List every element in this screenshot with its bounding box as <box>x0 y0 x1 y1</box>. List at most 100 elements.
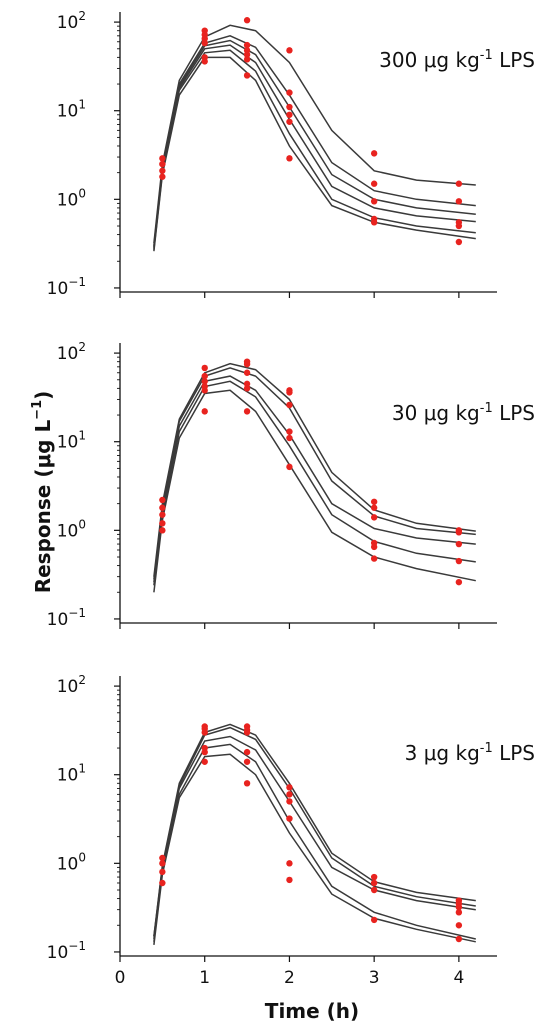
y-tick-exponent: 1 <box>78 762 86 776</box>
y-tick-exponent: −1 <box>68 606 86 620</box>
data-point <box>370 916 378 924</box>
data-point <box>455 222 463 230</box>
y-tick-base: 10 <box>57 13 79 33</box>
data-point <box>201 58 208 65</box>
model-curve <box>153 362 476 577</box>
annotation-text: 300 μg kg <box>379 48 480 72</box>
y-tick-exponent: 0 <box>78 186 86 200</box>
data-point <box>201 758 208 765</box>
data-point <box>286 784 293 791</box>
model-curve <box>153 375 476 583</box>
x-tick-label: 3 <box>369 968 380 988</box>
data-point <box>243 385 251 392</box>
y-tick-label: 100 <box>57 517 86 541</box>
y-tick-label: 102 <box>57 673 86 697</box>
data-point <box>243 72 251 79</box>
y-tick-label: 100 <box>57 186 86 210</box>
data-point <box>455 238 463 246</box>
y-tick-exponent: 2 <box>78 9 86 23</box>
y-tick-base: 10 <box>57 102 79 122</box>
data-point <box>201 387 208 394</box>
y-tick-exponent: 2 <box>78 340 86 354</box>
y-tick-label: 101 <box>57 762 86 786</box>
y-tick-base: 10 <box>57 854 79 874</box>
data-point <box>159 160 166 168</box>
annotation-exponent: -1 <box>480 48 493 63</box>
y-tick-label: 102 <box>57 9 86 33</box>
data-point <box>455 180 463 187</box>
y-tick-exponent: 1 <box>78 98 86 112</box>
data-point <box>286 428 293 435</box>
dose-annotation: 3 μg kg-1 LPS <box>405 741 535 765</box>
y-tick-exponent: 0 <box>78 517 86 531</box>
data-point <box>201 372 208 380</box>
data-point <box>201 39 208 47</box>
annotation-exponent: -1 <box>480 401 493 416</box>
y-tick-exponent: 1 <box>78 429 86 443</box>
data-point <box>243 780 251 787</box>
data-point <box>286 860 293 867</box>
annotation-exponent: -1 <box>480 741 493 756</box>
data-point <box>455 903 463 911</box>
data-point <box>455 529 463 536</box>
data-point <box>201 378 208 385</box>
model-curve <box>153 380 476 586</box>
data-point <box>286 103 293 111</box>
data-point <box>370 180 378 187</box>
y-tick-base: 10 <box>47 279 69 299</box>
data-point <box>370 219 378 226</box>
data-point <box>159 173 166 180</box>
y-axis-label: Response (μg L−1) <box>30 391 55 594</box>
data-point <box>370 150 378 157</box>
data-point <box>243 369 251 376</box>
data-point <box>159 511 166 518</box>
y-tick-exponent: 0 <box>78 850 86 864</box>
y-tick-base: 10 <box>47 610 69 630</box>
y-tick-base: 10 <box>57 521 79 541</box>
data-point <box>159 527 166 534</box>
data-point <box>159 504 166 511</box>
data-point <box>286 434 293 442</box>
x-tick-label: 1 <box>199 968 210 988</box>
data-point <box>455 557 463 565</box>
data-point <box>286 155 293 162</box>
dose-annotation: 300 μg kg-1 LPS <box>379 48 535 72</box>
data-point <box>201 729 208 736</box>
model-curve <box>153 367 476 580</box>
model-curve <box>153 49 476 250</box>
data-point <box>286 401 293 409</box>
data-point <box>286 876 293 884</box>
y-tick-label: 101 <box>57 429 86 453</box>
y-tick-base: 10 <box>47 943 69 963</box>
data-point <box>370 555 378 562</box>
y-tick-exponent: 2 <box>78 673 86 687</box>
y-tick-base: 10 <box>57 190 79 210</box>
data-point <box>243 56 251 63</box>
y-tick-base: 10 <box>57 766 79 786</box>
data-point <box>159 879 166 887</box>
data-point <box>370 504 378 511</box>
y-tick-exponent: −1 <box>68 939 86 953</box>
data-point <box>286 463 293 471</box>
data-point <box>286 389 293 396</box>
data-point <box>243 17 251 24</box>
data-point <box>243 748 251 756</box>
y-tick-base: 10 <box>57 433 79 453</box>
data-point <box>370 198 378 205</box>
data-point <box>201 748 208 756</box>
data-point <box>159 520 166 527</box>
data-point <box>243 41 251 49</box>
data-point <box>370 886 378 894</box>
data-point <box>455 935 463 943</box>
data-point <box>243 380 251 388</box>
y-tick-label: 10−1 <box>47 939 86 963</box>
data-point <box>243 51 251 58</box>
data-point <box>159 854 166 862</box>
model-curve <box>153 753 476 945</box>
y-tick-base: 10 <box>57 344 79 364</box>
model-curve <box>153 735 476 940</box>
x-tick-label: 2 <box>284 968 295 988</box>
model-curve <box>153 389 476 593</box>
data-point <box>286 791 293 798</box>
